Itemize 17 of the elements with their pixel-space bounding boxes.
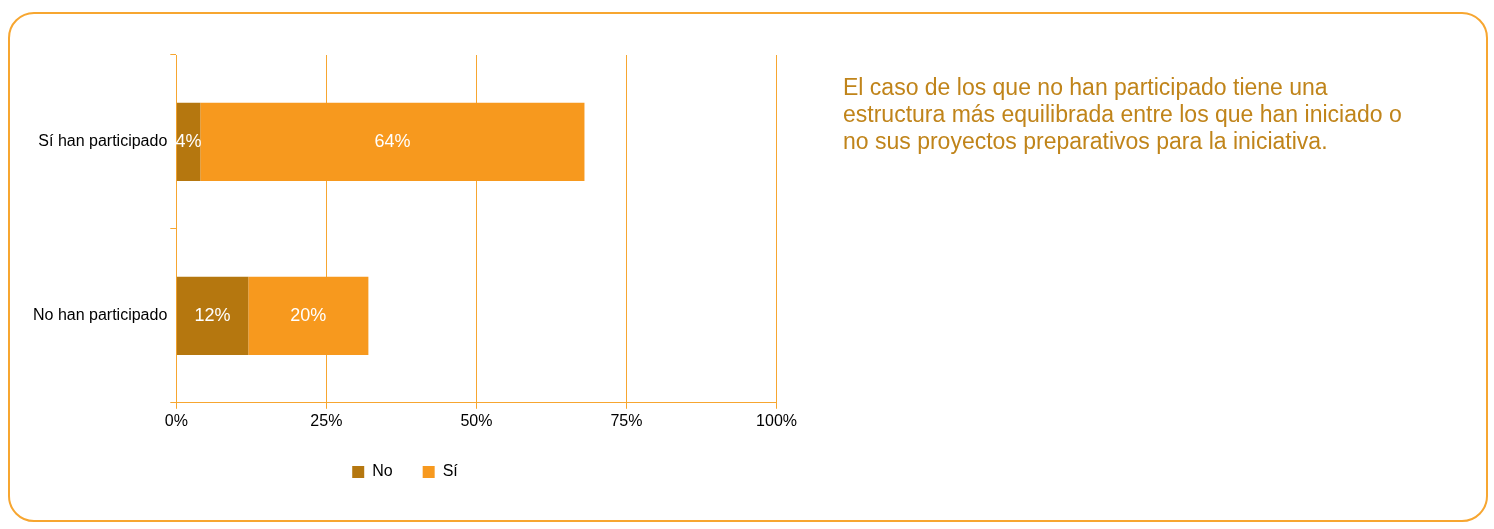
- text: El caso de los que no han participado tiene una estructura más equilibrada entre los que han iniciado o no sus proyectos preparativos para la iniciativa.: [843, 74, 1403, 155]
- legend-label: No: [372, 462, 393, 480]
- legend-label: Sí: [442, 462, 459, 480]
- x-tick-label: 0%: [164, 411, 188, 429]
- x-tick-label: 50%: [460, 411, 493, 429]
- x-tick-label: 100%: [756, 411, 797, 429]
- data-label: 12%: [194, 304, 231, 325]
- bar: [176, 276, 249, 355]
- y-tick-label: No han participado: [33, 306, 168, 324]
- x-tick-label: 75%: [610, 411, 643, 429]
- data-label: 64%: [374, 130, 411, 151]
- data-label: 20%: [290, 304, 327, 325]
- data-label: 4%: [175, 130, 202, 151]
- bar: [200, 102, 585, 182]
- x-tick-label: 25%: [310, 411, 343, 429]
- bar: [248, 276, 369, 355]
- y-tick-label: Sí han participado: [38, 132, 168, 150]
